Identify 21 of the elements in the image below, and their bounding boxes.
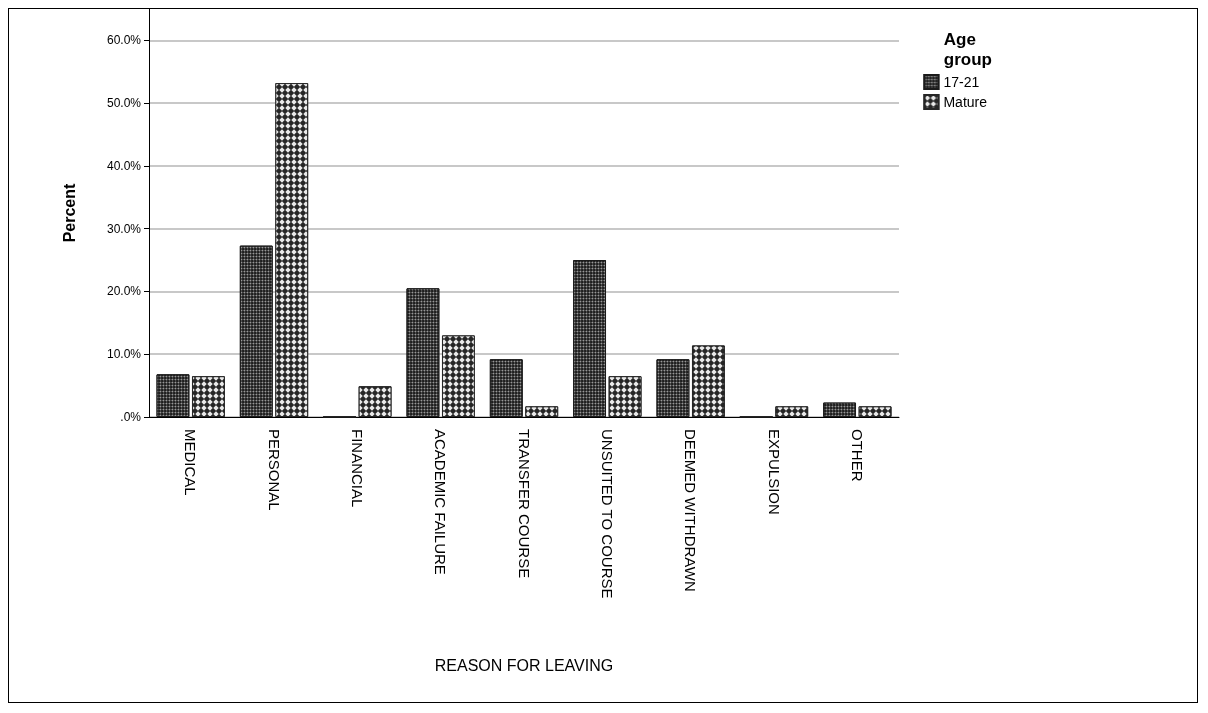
y-tick-label: 60.0% <box>106 33 142 48</box>
y-tick-label: 20.0% <box>106 284 142 299</box>
x-tick-label: FINANCIAL <box>348 429 366 508</box>
x-tick-label: PERSONAL <box>265 429 283 511</box>
y-tick-label: 30.0% <box>106 221 142 236</box>
y-tick-label: .0% <box>120 410 142 424</box>
x-tick-label: MEDICAL <box>182 429 200 496</box>
x-tick-label: TRANSFER COURSE <box>515 429 533 579</box>
x-tick-label: UNSUITED TO COURSE <box>598 429 616 599</box>
legend-label: Mature <box>943 94 988 110</box>
legend-label: 17-21 <box>943 74 980 90</box>
y-tick-label: 40.0% <box>106 158 142 173</box>
y-tick-label: 50.0% <box>106 96 142 111</box>
y-tick-label: 10.0% <box>106 347 142 362</box>
x-tick-label: ACADEMIC FAILURE <box>432 429 450 575</box>
x-tick-label: DEEMED WITHDRAWN <box>682 429 700 592</box>
y-axis-title: Percent <box>60 182 78 243</box>
x-tick-label: OTHER <box>848 429 866 482</box>
x-tick-label: EXPULSION <box>765 429 783 515</box>
x-axis-title: REASON FOR LEAVING <box>434 656 614 674</box>
legend-title: Age group <box>943 29 992 69</box>
